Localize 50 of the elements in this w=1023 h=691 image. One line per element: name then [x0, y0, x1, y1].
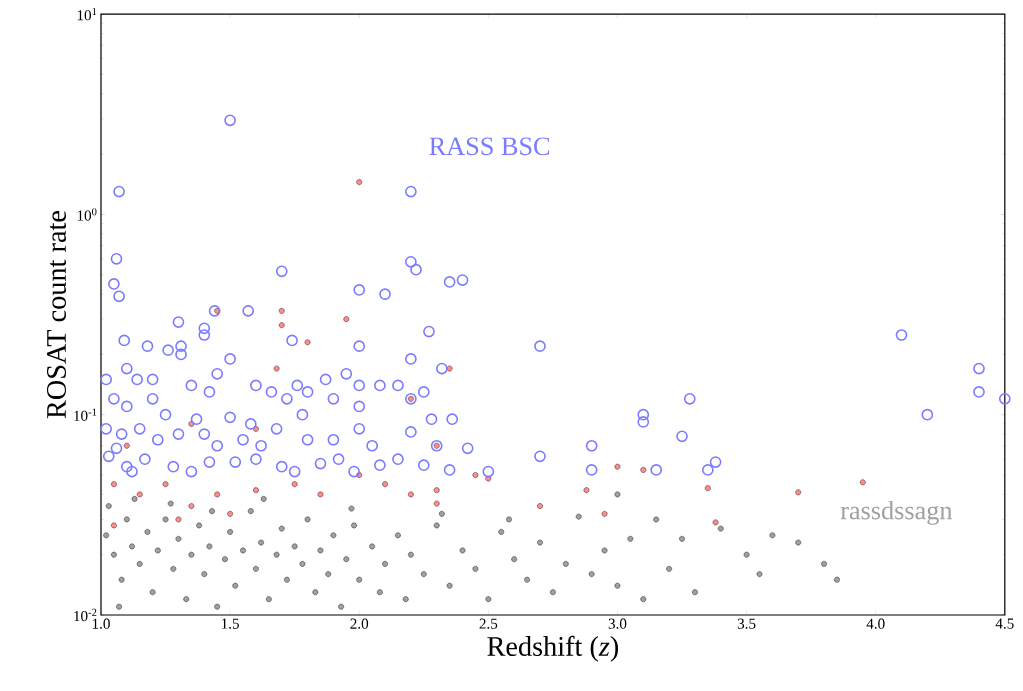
point [343, 316, 350, 323]
point [162, 481, 169, 488]
point [253, 487, 259, 494]
x-tick-label: 1.0 [92, 618, 110, 629]
point [472, 472, 479, 478]
point [795, 489, 802, 496]
point [273, 365, 280, 372]
point [356, 179, 363, 186]
point [583, 487, 590, 494]
point [227, 511, 233, 517]
point [446, 365, 453, 372]
y-tick-label: 10$^{0}$ [77, 208, 97, 221]
point [433, 487, 440, 494]
point [408, 491, 414, 498]
x-axis-title: Redshift (z) [487, 635, 619, 662]
point [640, 467, 647, 473]
x-tick-label: 4.0 [866, 618, 885, 629]
point [111, 522, 117, 529]
point [614, 464, 621, 470]
point [278, 322, 285, 329]
point [278, 308, 285, 314]
point [253, 426, 259, 432]
point [214, 491, 221, 498]
point [859, 479, 866, 486]
y-tick-label: 10$^{-1}$ [74, 408, 97, 422]
x-tick-label: 2.5 [479, 618, 498, 629]
point [188, 503, 195, 509]
point [317, 491, 324, 498]
point [291, 481, 298, 488]
point [304, 339, 311, 346]
point [485, 475, 492, 482]
y-tick-label: 10$^{1}$ [77, 8, 97, 21]
x-tick-label: 4.5 [995, 618, 1014, 629]
series-label: RASS BSC [429, 137, 550, 156]
point [705, 485, 711, 492]
point [175, 516, 182, 523]
y-axis-title: ROSAT count rate [47, 211, 66, 419]
point [123, 443, 130, 449]
point [136, 491, 143, 498]
x-tick-label: 1.5 [221, 618, 239, 629]
x-tick-label: 3.0 [608, 618, 627, 629]
point [111, 481, 117, 488]
x-tick-label: 3.5 [737, 618, 756, 629]
point [537, 503, 543, 509]
point [601, 511, 608, 517]
point [382, 481, 388, 488]
x-tick-label: 2.0 [350, 618, 369, 629]
series-label: rassdssagn [840, 501, 953, 525]
point [712, 519, 719, 526]
point [433, 500, 440, 507]
